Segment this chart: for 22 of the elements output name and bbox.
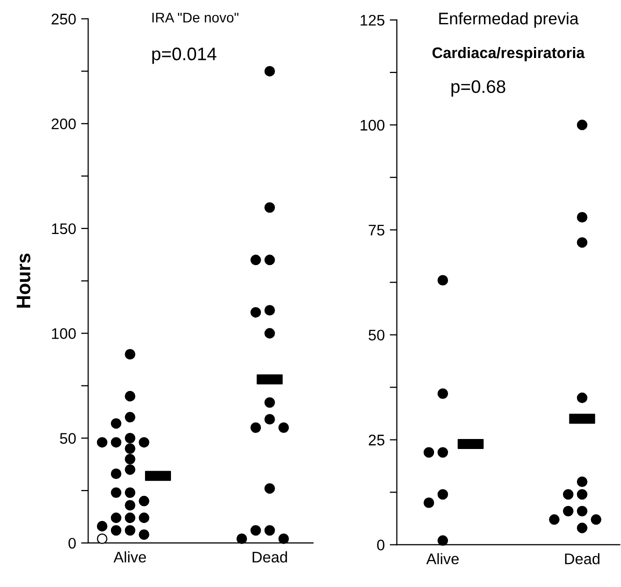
y-tick-label: 100 bbox=[360, 120, 384, 131]
y-tick-label: 50 bbox=[60, 433, 76, 444]
chart-title: IRA "De novo" bbox=[152, 12, 238, 23]
annotation: p=0.68 bbox=[451, 80, 506, 97]
annotation: p=0.014 bbox=[152, 48, 216, 64]
y-tick-label: 100 bbox=[52, 328, 76, 339]
y-tick-label: 0 bbox=[377, 540, 384, 550]
x-tick-label: Dead bbox=[252, 551, 287, 563]
y-tick-label: 50 bbox=[368, 330, 384, 341]
text: Cardiaca/respiratoria bbox=[432, 46, 585, 62]
y-tick-label: 75 bbox=[368, 224, 384, 236]
y-tick-label: 125 bbox=[360, 14, 384, 26]
y-tick-label: 150 bbox=[52, 223, 76, 234]
x-tick-label: Alive bbox=[114, 551, 146, 563]
y-tick-label: 0 bbox=[68, 538, 76, 549]
y-tick-label: 200 bbox=[52, 118, 76, 130]
y-tick-label: 25 bbox=[368, 434, 384, 446]
chart-title: Enfermedad previa bbox=[439, 12, 579, 28]
y-tick-label: 250 bbox=[52, 14, 76, 24]
y-axis-title: Hours bbox=[16, 254, 30, 308]
x-tick-label: Dead bbox=[565, 553, 600, 564]
x-tick-label: Alive bbox=[426, 553, 459, 564]
